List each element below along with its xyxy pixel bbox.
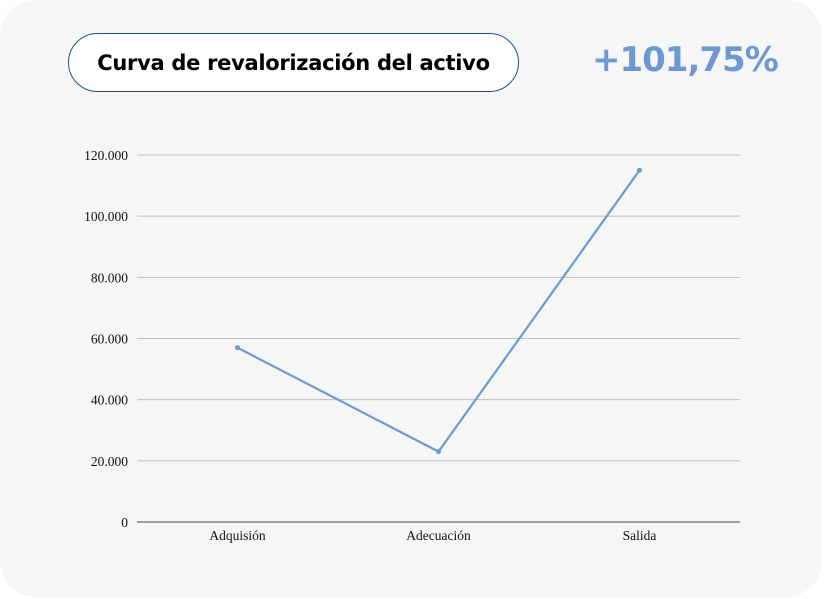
revaluation-percentage: +101,75% (592, 40, 779, 80)
y-tick-label: 0 (121, 515, 128, 530)
x-tick-label: Adquisión (209, 528, 266, 543)
chart-title: Curva de revalorización del activo (97, 50, 490, 75)
data-point (637, 167, 642, 173)
y-tick-label: 100.000 (84, 209, 128, 224)
x-tick-label: Salida (623, 528, 657, 543)
data-point (436, 449, 441, 455)
x-tick-label: Adecuación (406, 528, 471, 543)
data-point (235, 345, 240, 351)
y-tick-label: 40.000 (91, 393, 128, 408)
y-tick-label: 120.000 (84, 148, 128, 163)
y-tick-label: 80.000 (91, 270, 128, 285)
y-tick-label: 20.000 (91, 454, 128, 469)
series-line (236, 169, 641, 453)
title-pill: Curva de revalorización del activo (68, 33, 519, 92)
y-tick-label: 60.000 (91, 332, 128, 347)
